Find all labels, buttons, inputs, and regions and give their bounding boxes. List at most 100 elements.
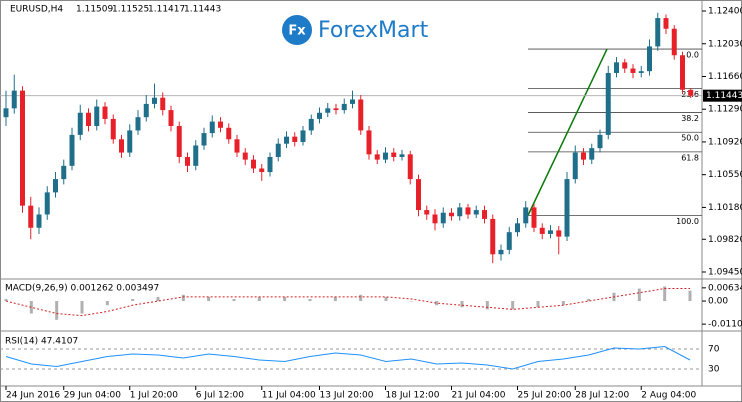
candle-body — [572, 152, 578, 180]
candle-body — [407, 154, 413, 180]
candle-body — [251, 159, 256, 169]
candle-body — [234, 139, 240, 153]
candle-body — [531, 207, 537, 228]
candle-body — [36, 214, 42, 228]
candle-body — [333, 108, 339, 111]
candle-body — [160, 97, 166, 111]
macd-bar — [587, 298, 591, 302]
x-tick-label: 28 Jul 12:00 — [575, 391, 629, 401]
y-tick-label: 1.11290 — [708, 105, 742, 115]
candle-body — [440, 212, 446, 224]
candle-body — [680, 55, 685, 90]
macd-bar — [384, 296, 388, 302]
macd-bar — [460, 301, 464, 308]
macd-bar — [257, 296, 261, 302]
candle-body — [325, 108, 331, 113]
x-tick-label: 2 Aug 04:00 — [641, 391, 696, 401]
x-tick-label: 21 Jul 04:00 — [452, 391, 506, 401]
candle-body — [498, 249, 504, 255]
candle-body — [143, 103, 149, 118]
candle-body — [465, 207, 471, 215]
macd-bar — [536, 301, 540, 308]
macd-bar — [511, 301, 515, 310]
candle-body — [457, 207, 463, 217]
candle-body — [630, 68, 636, 73]
candle-body — [102, 106, 108, 119]
rsi-label: RSI(14) 47.4107 — [5, 337, 78, 347]
price-box — [703, 89, 742, 102]
candle-body — [515, 223, 520, 233]
candle-body — [152, 97, 157, 104]
macd-bar — [561, 301, 565, 306]
high-value: 1.11525 — [112, 5, 149, 15]
candle-body — [300, 130, 306, 142]
candle-body — [383, 152, 388, 160]
x-tick-label: 1 Jul 20:00 — [130, 391, 179, 401]
y-tick-label: 30 — [708, 365, 720, 375]
candle-body — [209, 121, 215, 134]
x-tick-label: 13 Jul 20:00 — [320, 391, 374, 401]
macd-bar — [55, 301, 59, 320]
y-tick-label: 1.10180 — [708, 203, 742, 213]
candle-body — [374, 154, 380, 160]
candle-body — [622, 62, 628, 69]
macd-bar — [283, 296, 287, 302]
candle-body — [53, 179, 58, 193]
candle-body — [242, 152, 248, 160]
candle-body — [655, 18, 661, 47]
macd-bar — [435, 301, 439, 306]
candle-body — [127, 130, 133, 153]
candle-body — [490, 218, 496, 255]
x-tick-label: 29 Jun 04:00 — [64, 391, 121, 401]
candle-body — [292, 136, 298, 142]
macd-bar — [409, 301, 413, 302]
fib-label: 100.0 — [676, 217, 699, 226]
candle-body — [201, 133, 207, 146]
candle-body — [391, 152, 397, 157]
candle-body — [482, 210, 487, 219]
fib-label: 50.0 — [681, 134, 699, 143]
candle-body — [176, 126, 182, 157]
close-value: 1.11443 — [184, 5, 221, 15]
candle-body — [28, 205, 34, 228]
candle-body — [589, 148, 595, 160]
macd-bar — [232, 298, 236, 302]
candle-body — [110, 118, 116, 140]
candle-body — [449, 212, 454, 217]
low-value: 1.11417 — [148, 5, 185, 15]
macd-bar — [688, 290, 692, 302]
macd-bar — [207, 296, 211, 302]
macd-bar — [308, 298, 312, 302]
candle-body — [424, 210, 430, 215]
candle-body — [193, 145, 199, 166]
macd-bar — [333, 296, 337, 302]
x-tick-label: 18 Jul 12:00 — [386, 391, 440, 401]
candle-body — [358, 99, 364, 131]
candle-body — [473, 210, 479, 215]
candle-body — [185, 156, 190, 166]
candle-body — [317, 112, 322, 119]
macd-bar — [29, 301, 33, 314]
candle-body — [432, 214, 438, 224]
candle-body — [284, 136, 289, 144]
candle-body — [539, 227, 545, 234]
macd-label: MACD(9,26,9) 0.001262 0.003497 — [5, 284, 159, 294]
y-tick-label: 1.10920 — [708, 137, 742, 147]
candle-body — [168, 110, 174, 127]
price-box-label: 1.11443 — [706, 91, 742, 101]
macd-bar — [485, 301, 489, 310]
candle-body — [69, 134, 75, 166]
y-tick-label: 70 — [708, 345, 720, 355]
candle-body — [581, 152, 586, 160]
candle-body — [688, 89, 694, 96]
fib-label: 0.0 — [686, 51, 699, 60]
candle-body — [506, 232, 512, 250]
candle-body — [564, 179, 570, 237]
candle-body — [3, 108, 9, 118]
macd-bar — [80, 301, 84, 314]
open-value: 1.11509 — [76, 5, 113, 15]
macd-bar — [181, 294, 185, 302]
candle-body — [275, 143, 281, 157]
